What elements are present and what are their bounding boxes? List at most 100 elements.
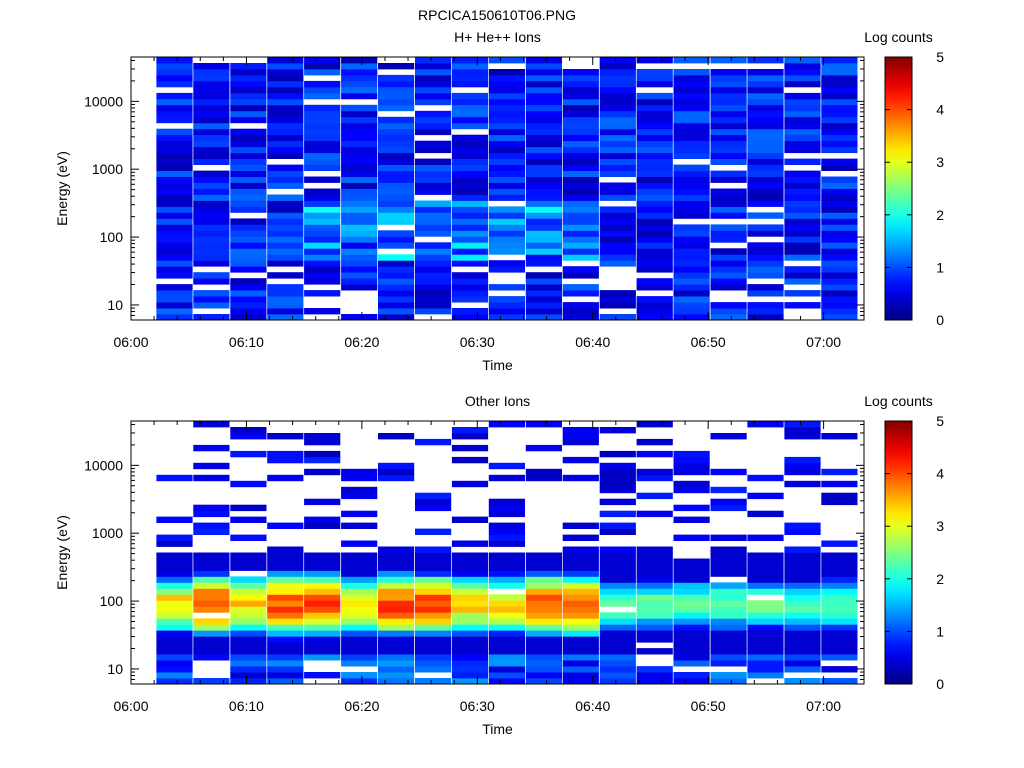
- heatmap-cell: [525, 128, 562, 136]
- heatmap-cell: [304, 450, 341, 458]
- heatmap-cell: [415, 438, 452, 446]
- heatmap-cell: [710, 498, 747, 506]
- heatmap-cell: [784, 230, 821, 237]
- heatmap-cell: [599, 552, 636, 559]
- heatmap-cell: [193, 212, 230, 219]
- heatmap-cell: [525, 474, 562, 482]
- heatmap-cell: [636, 648, 673, 655]
- heatmap-cell: [599, 576, 636, 583]
- x-tick-label: 06:00: [113, 698, 148, 714]
- heatmap-cell: [488, 224, 525, 231]
- heatmap-cell: [784, 421, 821, 428]
- heatmap-cell: [673, 278, 710, 285]
- heatmap-cell: [378, 302, 415, 309]
- x-tick-label: 07:00: [806, 698, 841, 714]
- heatmap-cell: [673, 504, 710, 512]
- heatmap-cell: [784, 666, 821, 673]
- heatmap-cell: [599, 158, 636, 165]
- heatmap-cell: [562, 654, 599, 661]
- heatmap-cell: [784, 576, 821, 583]
- heatmap-cell: [341, 152, 378, 159]
- heatmap-cell: [636, 242, 673, 249]
- heatmap-cell: [304, 468, 341, 476]
- heatmap-cell: [193, 570, 230, 577]
- heatmap-cell: [525, 421, 562, 428]
- heatmap-cell: [488, 534, 525, 541]
- heatmap-cell: [304, 146, 341, 154]
- heatmap-cell: [636, 254, 673, 261]
- heatmap-cell: [525, 314, 562, 321]
- heatmap-cell: [378, 314, 415, 321]
- heatmap-cell: [673, 302, 710, 309]
- heatmap-cell: [599, 558, 636, 565]
- heatmap-cell: [636, 188, 673, 195]
- heatmap-cell: [525, 624, 562, 631]
- heatmap-cell: [415, 594, 452, 601]
- colorbar: [884, 56, 913, 321]
- heatmap-cell: [451, 290, 489, 297]
- x-tick-label: 07:00: [806, 334, 841, 350]
- heatmap-cell: [562, 648, 599, 655]
- heatmap-cell: [451, 69, 489, 76]
- heatmap-cell: [415, 176, 452, 183]
- heatmap-cell: [821, 636, 858, 643]
- heatmap-cell: [747, 260, 784, 267]
- heatmap-cell: [710, 194, 747, 201]
- heatmap-cell: [636, 182, 673, 189]
- heatmap-cell: [230, 296, 267, 303]
- heatmap-cell: [451, 540, 489, 547]
- heatmap-cell: [267, 164, 304, 171]
- heatmap-cell: [636, 98, 673, 106]
- heatmap-cell: [156, 152, 193, 159]
- heatmap-cell: [488, 164, 525, 171]
- heatmap-cell: [193, 302, 230, 309]
- heatmap-cell: [341, 158, 378, 165]
- heatmap-cell: [821, 624, 858, 631]
- heatmap-cell: [599, 474, 636, 482]
- heatmap-cell: [156, 63, 193, 70]
- heatmap-cell: [784, 236, 821, 243]
- heatmap-cell: [821, 224, 858, 231]
- heatmap-cell: [747, 582, 784, 589]
- heatmap-cell: [451, 636, 489, 643]
- heatmap-cell: [341, 230, 378, 237]
- heatmap-cell: [193, 140, 230, 148]
- heatmap-cell: [341, 582, 378, 589]
- heatmap-cell: [304, 272, 341, 279]
- heatmap-cell: [636, 468, 673, 476]
- heatmap-cell: [636, 600, 673, 607]
- heatmap-cell: [488, 296, 525, 303]
- heatmap-cell: [636, 438, 673, 446]
- heatmap-cell: [230, 630, 267, 637]
- heatmap-cell: [378, 230, 415, 237]
- heatmap-cell: [636, 200, 673, 207]
- heatmap-cell: [267, 600, 304, 607]
- heatmap-cell: [710, 284, 747, 291]
- heatmap-cell: [562, 194, 599, 201]
- heatmap-cell: [230, 427, 267, 434]
- heatmap-cell: [710, 110, 747, 118]
- heatmap-cell: [710, 92, 747, 100]
- heatmap-cell: [784, 636, 821, 643]
- heatmap-cell: [193, 474, 230, 482]
- heatmap-cell: [415, 588, 452, 595]
- heatmap-cell: [378, 212, 415, 219]
- heatmap-cell: [488, 582, 525, 589]
- heatmap-cell: [156, 552, 193, 559]
- heatmap-cell: [193, 630, 230, 637]
- heatmap-cell: [378, 200, 415, 207]
- heatmap-cell: [341, 600, 378, 607]
- heatmap-cell: [267, 200, 304, 207]
- x-tick-label: 06:20: [344, 334, 379, 350]
- heatmap-cell: [525, 104, 562, 112]
- heatmap-cell: [378, 433, 415, 440]
- heatmap-cell: [156, 660, 193, 667]
- heatmap-cell: [821, 433, 858, 440]
- heatmap-cell: [525, 618, 562, 625]
- heatmap-cell: [304, 122, 341, 130]
- heatmap-cell: [525, 582, 562, 589]
- heatmap-cell: [341, 474, 378, 482]
- heatmap-cell: [525, 236, 562, 243]
- heatmap-cell: [784, 654, 821, 661]
- heatmap-cell: [193, 98, 230, 106]
